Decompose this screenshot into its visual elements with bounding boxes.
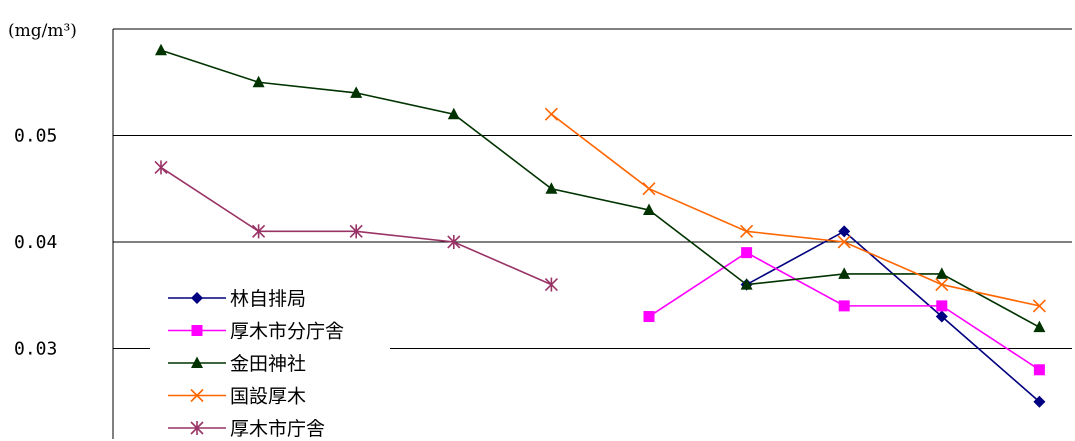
point-marker <box>154 160 168 175</box>
point-marker <box>741 247 753 259</box>
series-4 <box>544 107 1046 313</box>
point-marker <box>349 224 363 239</box>
marker-stroke <box>642 182 656 196</box>
point-marker <box>252 75 265 88</box>
point-marker <box>838 225 851 238</box>
legend-background <box>150 264 390 435</box>
legend-item: 国設厚木 <box>168 386 306 408</box>
point-marker <box>643 311 655 323</box>
point-marker <box>838 267 851 279</box>
point-marker <box>935 310 948 323</box>
y-unit-label: (mg/m³) <box>8 21 77 41</box>
marker-stroke <box>740 224 754 238</box>
marker-stroke <box>1032 299 1046 313</box>
point-marker <box>1033 364 1045 376</box>
point-marker <box>935 278 949 292</box>
point-marker <box>191 292 203 304</box>
series-line <box>160 49 1040 328</box>
y-tick-labels: 0.03 0.04 0.05 <box>14 125 57 359</box>
point-marker <box>252 224 266 239</box>
marker-stroke <box>190 388 204 403</box>
point-marker <box>447 234 461 249</box>
series-line <box>746 230 1040 403</box>
legend-item: 金田神社 <box>168 353 306 375</box>
marker-stroke <box>544 107 558 121</box>
legend-label: 厚木市分庁舎 <box>230 321 344 343</box>
point-marker <box>545 182 558 194</box>
series-2 <box>643 247 1045 376</box>
point-marker <box>544 107 558 121</box>
point-marker <box>838 300 850 312</box>
legend-label: 国設厚木 <box>230 386 306 408</box>
marker-stroke <box>837 235 851 249</box>
legend-item: 厚木市分庁舎 <box>168 321 344 343</box>
legend-item: 林自排局 <box>168 288 306 310</box>
point-marker <box>191 325 203 336</box>
point-marker <box>837 235 851 249</box>
point-marker <box>642 182 656 196</box>
point-marker <box>643 203 655 216</box>
series-line <box>550 113 1040 307</box>
point-marker <box>155 43 167 56</box>
point-marker <box>544 277 558 292</box>
legend-item: 厚木市庁舎 <box>168 418 325 440</box>
point-marker <box>190 421 204 435</box>
point-marker <box>1033 395 1046 408</box>
point-marker <box>350 86 363 98</box>
point-marker <box>740 278 753 290</box>
legend-label: 厚木市庁舎 <box>230 418 325 440</box>
axes <box>112 28 1072 439</box>
series-5 <box>154 160 558 292</box>
point-marker <box>190 388 204 403</box>
y-tick-label: 0.03 <box>14 338 57 359</box>
point-marker <box>936 300 948 312</box>
point-marker <box>740 224 754 238</box>
y-tick-label: 0.04 <box>14 232 57 253</box>
legend-label: 林自排局 <box>230 288 306 310</box>
point-marker <box>191 356 203 368</box>
point-marker <box>1032 299 1046 313</box>
point-marker <box>447 107 460 120</box>
marker-stroke <box>935 278 949 292</box>
series-3 <box>155 43 1046 333</box>
y-tick-label: 0.05 <box>14 125 57 146</box>
point-marker <box>1033 320 1046 333</box>
legend-label: 金田神社 <box>230 353 306 375</box>
series-1 <box>740 225 1046 408</box>
point-marker <box>935 267 948 279</box>
series-lines <box>154 43 1046 408</box>
